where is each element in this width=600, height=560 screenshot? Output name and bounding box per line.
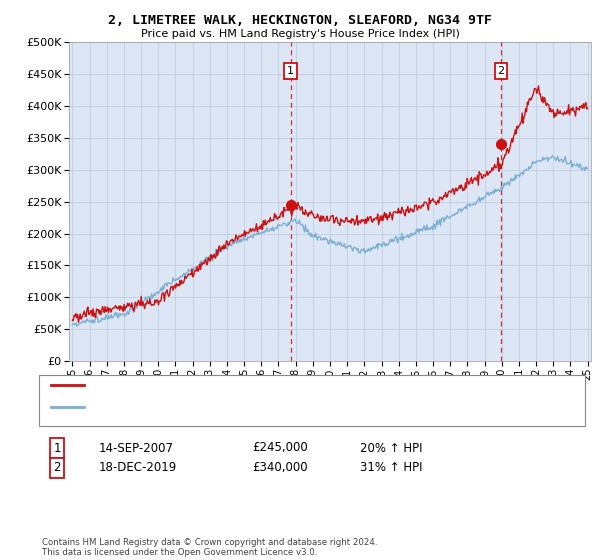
Text: 18-DEC-2019: 18-DEC-2019 <box>99 461 177 474</box>
Text: £340,000: £340,000 <box>252 461 308 474</box>
Text: 2, LIMETREE WALK, HECKINGTON, SLEAFORD, NG34 9TF (detached house): 2, LIMETREE WALK, HECKINGTON, SLEAFORD, … <box>93 380 479 390</box>
Text: £245,000: £245,000 <box>252 441 308 455</box>
Text: 20% ↑ HPI: 20% ↑ HPI <box>360 441 422 455</box>
Text: 2, LIMETREE WALK, HECKINGTON, SLEAFORD, NG34 9TF: 2, LIMETREE WALK, HECKINGTON, SLEAFORD, … <box>108 14 492 27</box>
Text: Contains HM Land Registry data © Crown copyright and database right 2024.
This d: Contains HM Land Registry data © Crown c… <box>42 538 377 557</box>
Text: HPI: Average price, detached house, North Kesteven: HPI: Average price, detached house, Nort… <box>93 402 366 412</box>
Text: 1: 1 <box>287 66 294 76</box>
Text: 2: 2 <box>53 461 61 474</box>
Text: 31% ↑ HPI: 31% ↑ HPI <box>360 461 422 474</box>
Text: Price paid vs. HM Land Registry's House Price Index (HPI): Price paid vs. HM Land Registry's House … <box>140 29 460 39</box>
Text: 14-SEP-2007: 14-SEP-2007 <box>99 441 174 455</box>
Text: 2: 2 <box>497 66 505 76</box>
Text: 1: 1 <box>53 441 61 455</box>
